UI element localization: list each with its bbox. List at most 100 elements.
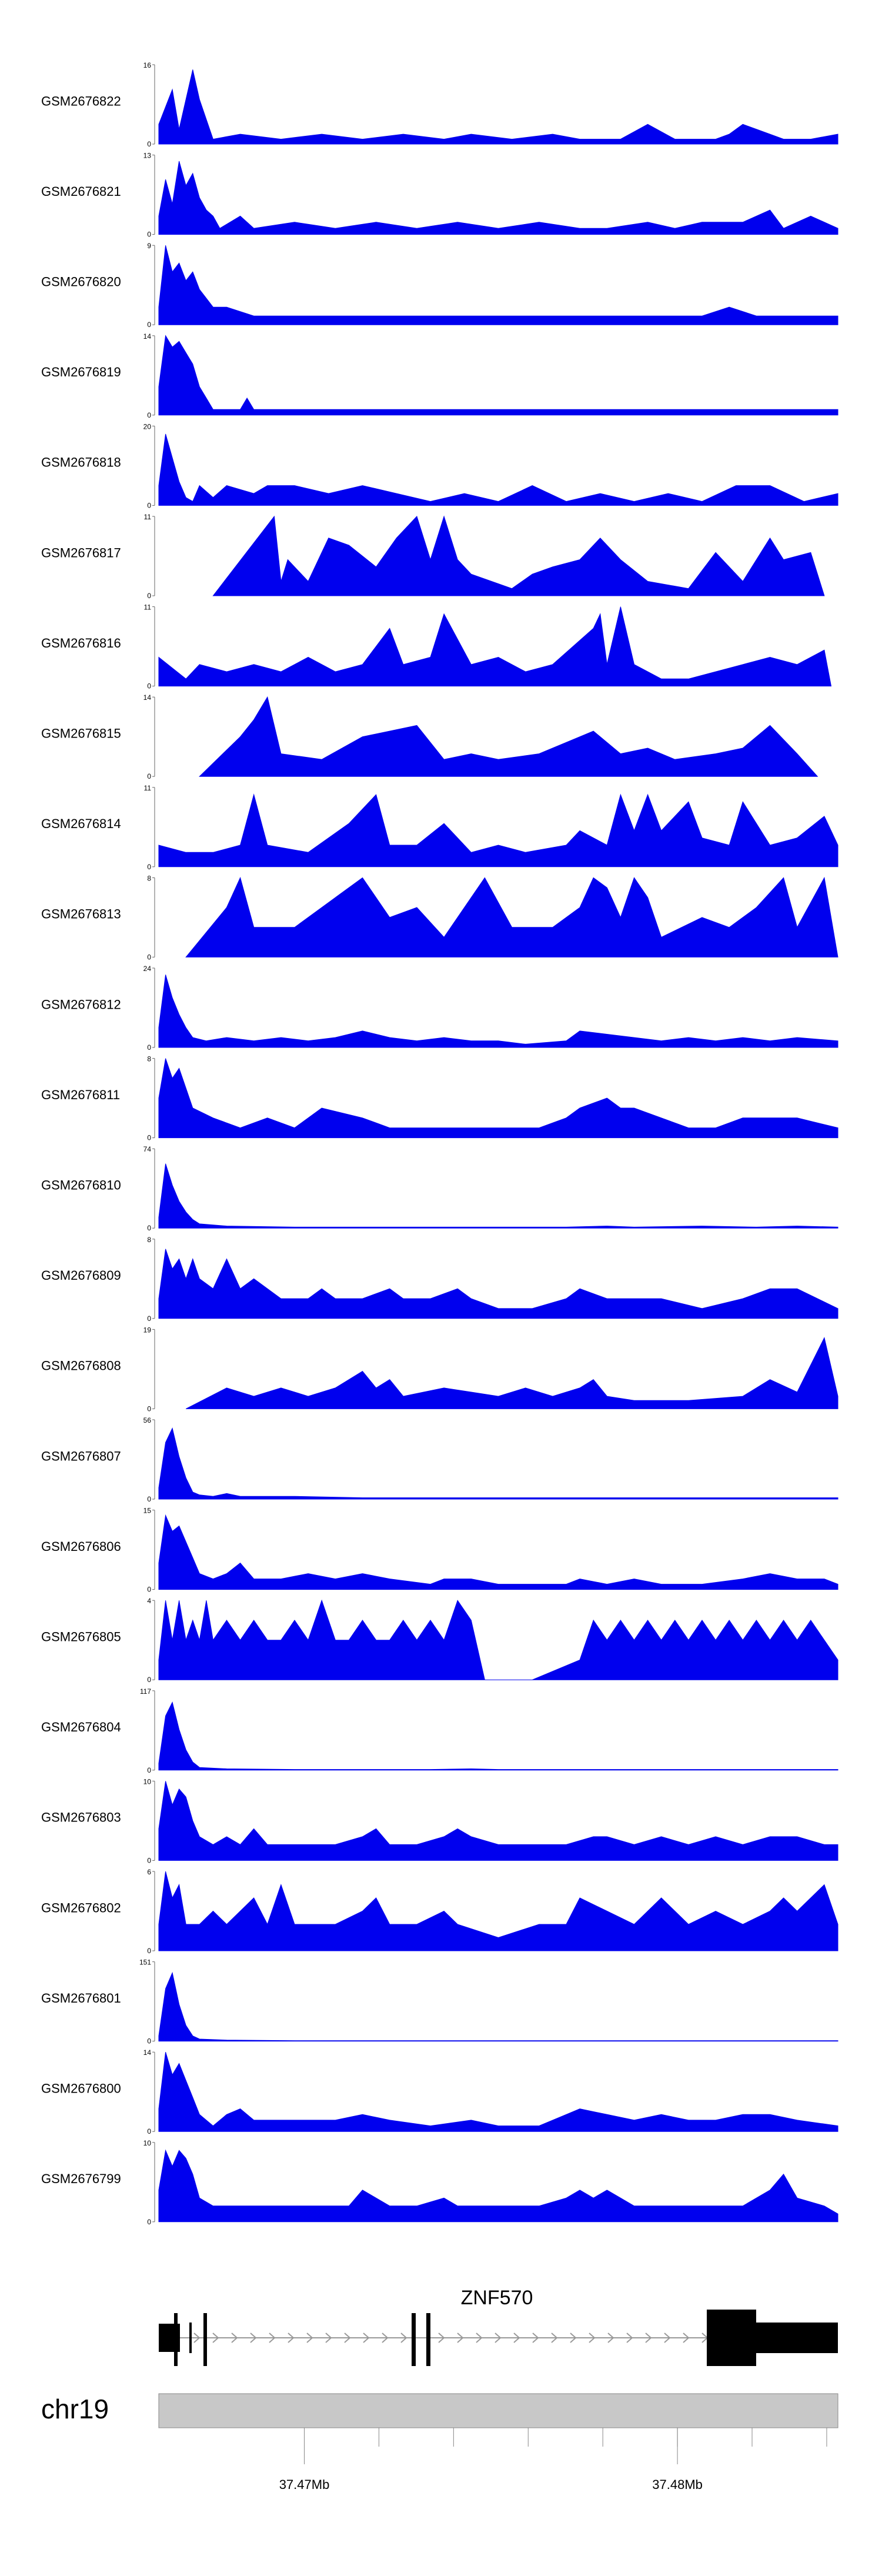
- track-label: GSM2676822: [41, 94, 121, 108]
- coverage-area: [158, 433, 838, 506]
- y-min-label: 0: [147, 2218, 151, 2226]
- track-GSM2676799: GSM2676799 10 0: [41, 2139, 838, 2226]
- exon-block: [426, 2313, 430, 2366]
- track-GSM2676819: GSM2676819 14 0: [41, 332, 838, 419]
- track-GSM2676822: GSM2676822 16 0: [41, 61, 838, 148]
- y-min-label: 0: [147, 1495, 151, 1503]
- track-GSM2676807: GSM2676807 56 0: [41, 1416, 838, 1503]
- y-min-label: 0: [147, 1224, 151, 1232]
- strand-arrow-icon: [476, 2333, 483, 2343]
- y-max-label: 10: [143, 1777, 152, 1786]
- strand-arrow-icon: [231, 2333, 238, 2343]
- strand-arrow-icon: [193, 2333, 201, 2343]
- track-label: GSM2676813: [41, 907, 121, 922]
- y-min-label: 0: [147, 863, 151, 871]
- y-max-label: 4: [147, 1597, 151, 1605]
- y-max-label: 8: [147, 1055, 151, 1063]
- track-GSM2676818: GSM2676818 20 0: [41, 422, 838, 509]
- coverage-area: [158, 1163, 838, 1229]
- coverage-area: [158, 793, 838, 867]
- y-min-label: 0: [147, 592, 151, 600]
- y-min-label: 0: [147, 1676, 151, 1684]
- coverage-area: [158, 1781, 838, 1861]
- coverage-area: [158, 245, 838, 325]
- y-max-label: 20: [143, 422, 152, 431]
- y-min-label: 0: [147, 1856, 151, 1864]
- y-max-label: 15: [143, 1507, 152, 1515]
- y-min-label: 0: [147, 1586, 151, 1594]
- y-min-label: 0: [147, 953, 151, 961]
- y-min-label: 0: [147, 1314, 151, 1323]
- strand-arrow-icon: [683, 2333, 690, 2343]
- coverage-area: [158, 1971, 838, 2042]
- chromosome-ideogram: chr19: [41, 2393, 838, 2428]
- track-GSM2676810: GSM2676810 74 0: [41, 1145, 838, 1232]
- y-max-label: 117: [140, 1687, 151, 1696]
- y-min-label: 0: [147, 1404, 151, 1413]
- track-label: GSM2676803: [41, 1810, 121, 1825]
- strand-arrow-icon: [250, 2333, 257, 2343]
- coverage-area: [158, 1871, 838, 1951]
- strand-arrow-icon: [495, 2333, 502, 2343]
- track-label: GSM2676810: [41, 1177, 121, 1192]
- track-label: GSM2676805: [41, 1629, 121, 1644]
- strand-arrow-icon: [551, 2333, 558, 2343]
- strand-arrow-icon: [212, 2333, 219, 2343]
- track-GSM2676800: GSM2676800 14 0: [41, 2048, 838, 2135]
- y-max-label: 56: [143, 1416, 152, 1424]
- coverage-area: [158, 161, 838, 235]
- exon-block: [203, 2313, 207, 2366]
- y-min-label: 0: [147, 2127, 151, 2135]
- y-max-label: 8: [147, 874, 151, 882]
- track-label: GSM2676809: [41, 1268, 121, 1283]
- track-label: GSM2676818: [41, 455, 121, 470]
- strand-arrow-icon: [438, 2333, 445, 2343]
- y-max-label: 14: [143, 2048, 152, 2057]
- coverage-area: [158, 69, 838, 145]
- strand-arrow-icon: [532, 2333, 539, 2343]
- track-label: GSM2676821: [41, 184, 121, 199]
- y-min-label: 0: [147, 2037, 151, 2046]
- y-min-label: 0: [147, 411, 151, 419]
- track-GSM2676811: GSM2676811 8 0: [41, 1055, 838, 1142]
- y-max-label: 11: [144, 603, 152, 612]
- track-label: GSM2676801: [41, 1991, 121, 2006]
- gene-name-label: ZNF570: [461, 2287, 533, 2309]
- strand-arrow-icon: [400, 2333, 407, 2343]
- y-min-label: 0: [147, 682, 151, 690]
- genomic-axis: 37.47Mb 37.48Mb: [279, 2428, 827, 2492]
- track-GSM2676801: GSM2676801 151 0: [41, 1958, 838, 2046]
- y-max-label: 8: [147, 1236, 151, 1244]
- track-label: GSM2676807: [41, 1449, 121, 1463]
- track-label: GSM2676802: [41, 1900, 121, 1915]
- coverage-area: [158, 1427, 838, 1500]
- y-min-label: 0: [147, 321, 151, 329]
- y-max-label: 74: [143, 1145, 152, 1153]
- coverage-area: [158, 1058, 838, 1139]
- track-label: GSM2676820: [41, 274, 121, 289]
- axis-tick-label: 37.47Mb: [279, 2477, 330, 2492]
- track-label: GSM2676817: [41, 545, 121, 560]
- track-label: GSM2676806: [41, 1539, 121, 1554]
- track-GSM2676813: GSM2676813 8 0: [41, 874, 838, 961]
- y-max-label: 24: [143, 965, 152, 973]
- track-label: GSM2676812: [41, 997, 121, 1012]
- y-max-label: 14: [143, 332, 152, 341]
- y-max-label: 13: [143, 152, 152, 160]
- strand-arrow-icon: [344, 2333, 351, 2343]
- strand-arrow-icon: [589, 2333, 596, 2343]
- coverage-area: [212, 515, 825, 596]
- track-GSM2676808: GSM2676808 19 0: [41, 1326, 838, 1413]
- strand-arrow-icon: [645, 2333, 652, 2343]
- track-label: GSM2676811: [41, 1087, 120, 1102]
- track-GSM2676809: GSM2676809 8 0: [41, 1236, 838, 1323]
- exon-block: [707, 2310, 756, 2366]
- track-label: GSM2676814: [41, 816, 121, 831]
- coverage-area: [158, 2149, 838, 2223]
- coverage-tracks: GSM2676822160GSM2676821130GSM267682090GS…: [41, 61, 838, 2226]
- strand-arrow-icon: [626, 2333, 633, 2343]
- y-max-label: 14: [143, 693, 152, 702]
- track-GSM2676802: GSM2676802 6 0: [41, 1868, 838, 1955]
- coverage-area: [158, 1599, 838, 1680]
